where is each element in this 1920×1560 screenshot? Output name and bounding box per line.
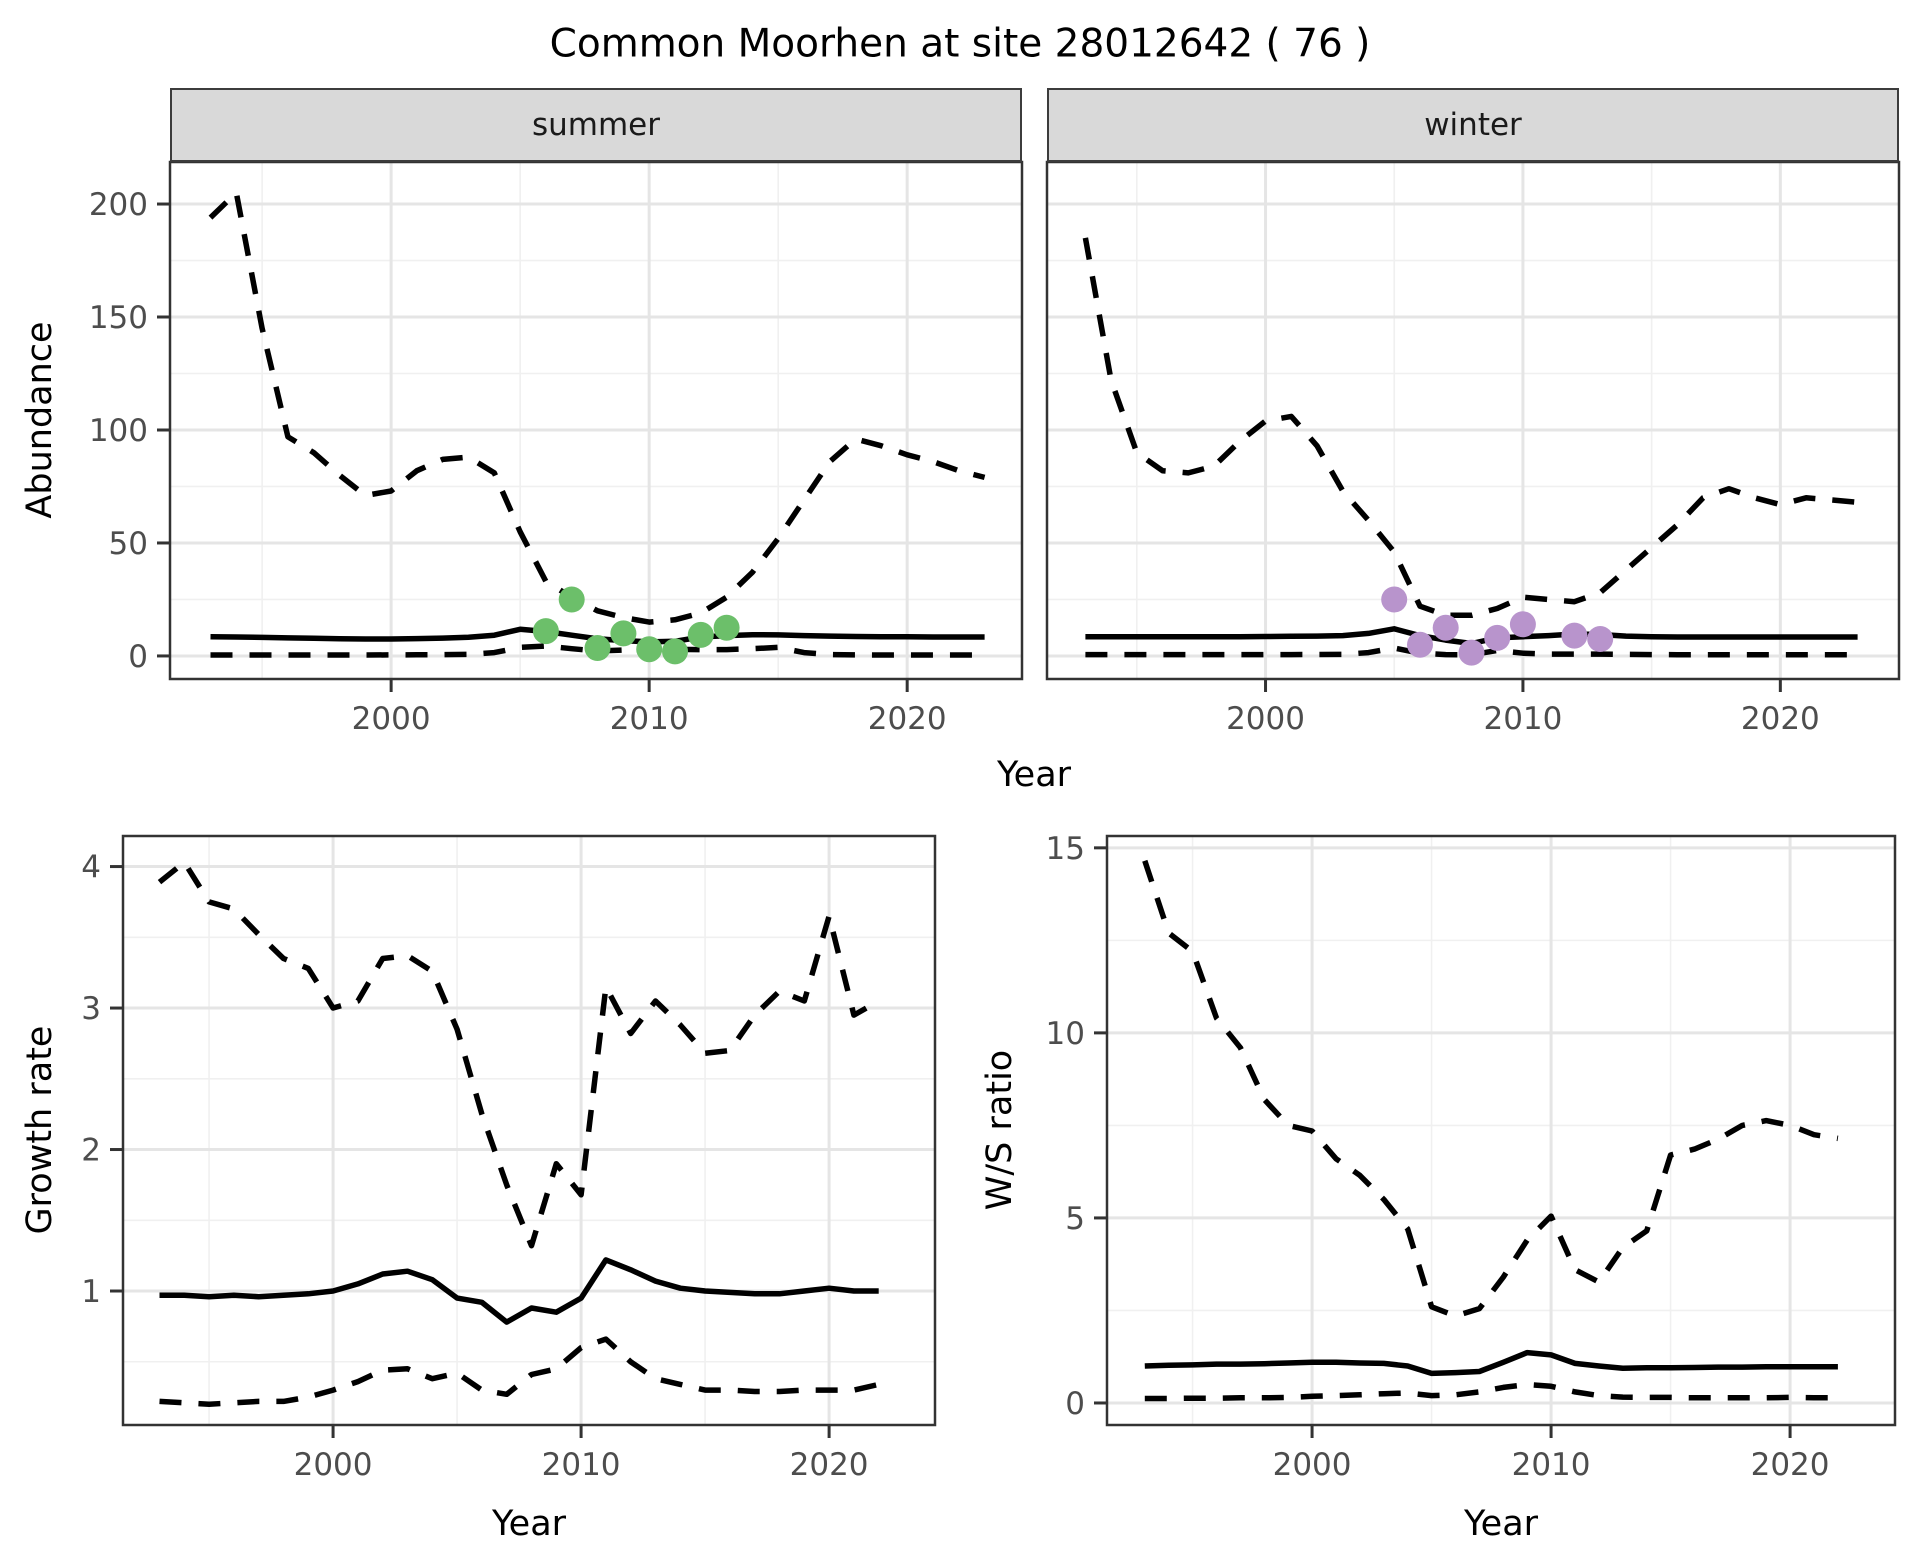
x-tick-label: 2020 [1741, 701, 1820, 737]
gridlines-abundance-summer [170, 162, 1022, 679]
y-tick-label: 4 [81, 850, 101, 886]
x-tick-label: 2020 [1751, 1447, 1830, 1483]
x-tick-label: 2010 [1512, 1447, 1591, 1483]
data-point [1484, 624, 1511, 651]
x-tick-label: 2000 [1273, 1447, 1352, 1483]
data-point [1381, 586, 1408, 613]
y-tick-label: 1 [81, 1274, 101, 1310]
gridlines-abundance-winter [1047, 162, 1899, 679]
y-axis-title-abundance: Abundance [20, 321, 60, 519]
data-point [1407, 631, 1433, 658]
x-axis-title-top: Year [996, 755, 1072, 795]
series-lower_ci-growth-rate [159, 1336, 880, 1407]
y-axis-title-ws-ratio: W/S ratio [980, 1049, 1020, 1211]
data-point [1458, 639, 1485, 666]
data-point [584, 635, 611, 661]
y-tick-label: 0 [128, 639, 148, 675]
observed-counts-winter [1381, 586, 1614, 666]
data-point [610, 620, 637, 647]
panel-border-abundance-summer [168, 160, 1024, 681]
x-tick-label: 2010 [542, 1447, 621, 1483]
facet-strip-summer: summer [170, 88, 1022, 162]
y-tick-label: 200 [89, 187, 148, 223]
series-median-growth-rate [159, 1257, 879, 1325]
x-tick-label: 2020 [868, 701, 947, 737]
data-point [662, 638, 688, 665]
series-upper_ci-growth-rate [157, 859, 881, 1249]
panel-border-growth-rate [121, 834, 937, 1427]
figure-title: Common Moorhen at site 28012642 ( 76 ) [549, 21, 1371, 67]
axis-ticks-abundance-summer: 2000 2010 2020 0 50 100 150 200 [89, 187, 947, 737]
x-tick-label: 2000 [352, 701, 431, 737]
data-point [1561, 622, 1588, 649]
panel-border-ws-ratio [1105, 834, 1897, 1427]
y-tick-label: 100 [89, 413, 148, 449]
panel-abundance-summer: 2000 2010 2020 0 50 100 150 200 [89, 160, 1024, 737]
y-tick-label: 15 [1046, 831, 1085, 867]
data-point [636, 636, 663, 663]
panel-abundance-winter: 2000 2010 2020 [1045, 160, 1901, 737]
y-tick-label: 0 [1065, 1386, 1085, 1422]
y-tick-label: 2 [81, 1133, 101, 1169]
y-tick-label: 5 [1065, 1201, 1085, 1237]
x-tick-label: 2000 [294, 1447, 373, 1483]
x-axis-title-ws-ratio: Year [1463, 1504, 1539, 1544]
series-upper_ci-abundance-summer [208, 189, 986, 625]
series-upper_ci-abundance-winter [1082, 237, 1858, 619]
y-axis-title-growth-rate: Growth rate [20, 1025, 60, 1235]
panel-ws-ratio: 2000 2010 2020 0 5 10 15 [1046, 831, 1897, 1483]
y-tick-label: 50 [109, 526, 148, 562]
series-lower_ci-abundance-winter [1085, 645, 1858, 658]
x-tick-label: 2010 [610, 701, 689, 737]
x-tick-label: 2020 [790, 1447, 869, 1483]
x-axis-title-growth-rate: Year [491, 1504, 567, 1544]
axis-ticks-ws-ratio: 2000 2010 2020 0 5 10 15 [1046, 831, 1830, 1483]
data-point [558, 586, 585, 613]
facet-strip-summer-label: summer [531, 107, 660, 143]
panel-growth-rate: 2000 2010 2020 1 2 3 4 [81, 834, 937, 1483]
data-point [1587, 626, 1614, 652]
y-tick-label: 3 [81, 991, 101, 1027]
axis-ticks-growth-rate: 2000 2010 2020 1 2 3 4 [81, 850, 868, 1483]
y-tick-label: 10 [1046, 1016, 1085, 1052]
x-tick-label: 2000 [1226, 701, 1305, 737]
series-median-ws-ratio [1144, 1349, 1838, 1377]
panel-border-abundance-winter [1045, 160, 1901, 681]
data-point [687, 621, 714, 648]
data-point [1509, 611, 1536, 638]
series-lower_ci-abundance-summer [210, 643, 985, 658]
x-tick-label: 2010 [1483, 701, 1562, 737]
data-point [532, 618, 559, 645]
gridlines-growth-rate [123, 836, 935, 1425]
data-point [713, 614, 740, 641]
y-tick-label: 150 [89, 300, 148, 336]
observed-counts-summer [532, 586, 740, 665]
facet-strip-winter-label: winter [1424, 107, 1522, 143]
facet-strip-winter: winter [1047, 88, 1899, 162]
axis-ticks-abundance-winter: 2000 2010 2020 [1226, 679, 1820, 737]
data-point [1432, 614, 1459, 641]
